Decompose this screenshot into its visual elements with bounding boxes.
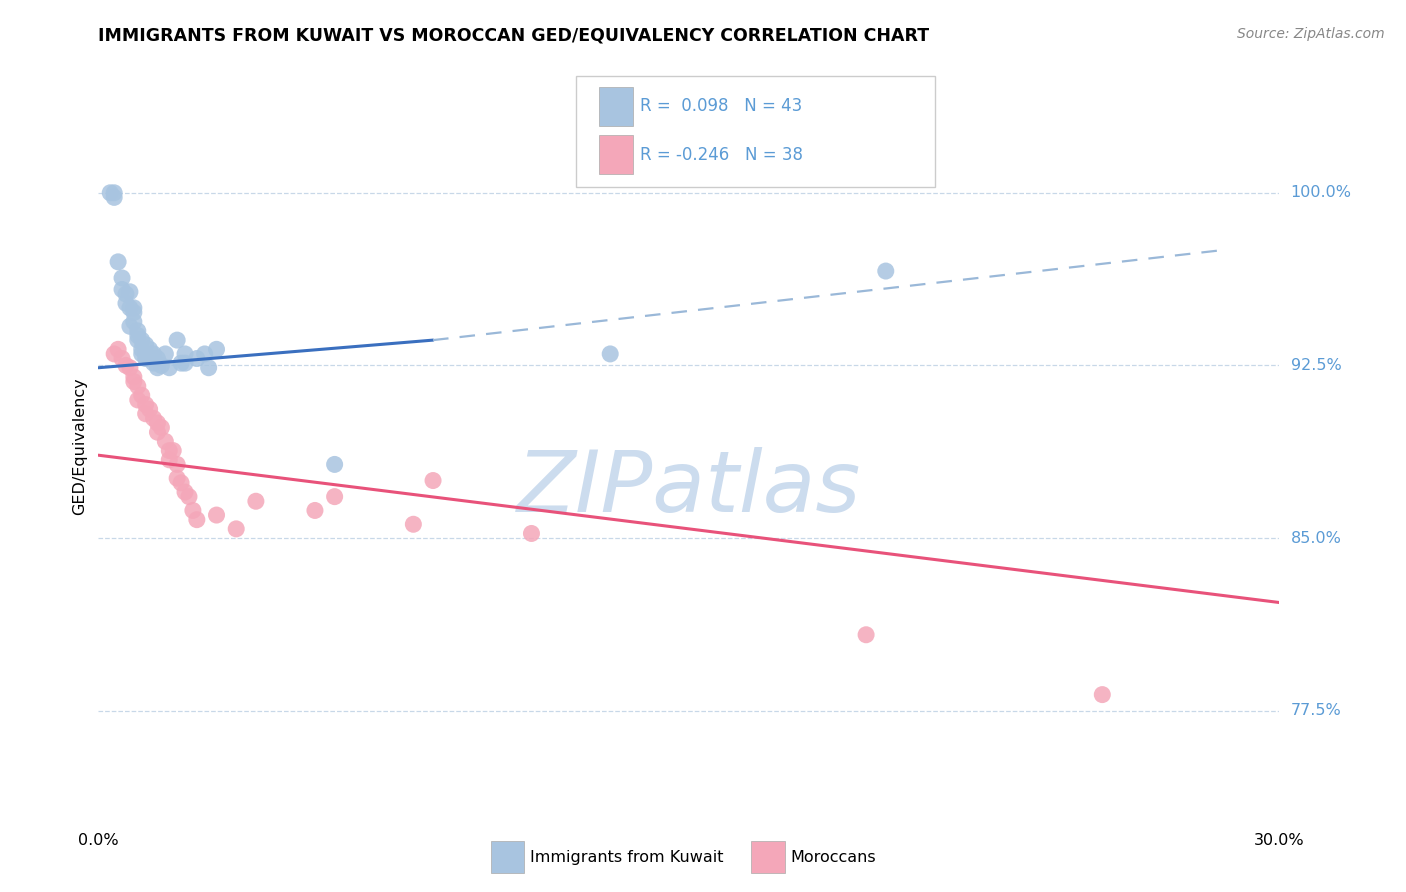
Point <box>122 301 145 315</box>
Point <box>127 392 149 407</box>
Text: R =  0.098   N = 43: R = 0.098 N = 43 <box>640 97 801 115</box>
Point <box>323 458 346 472</box>
Point <box>170 356 193 370</box>
Point <box>186 351 208 366</box>
Text: Moroccans: Moroccans <box>790 850 876 864</box>
Point <box>131 347 153 361</box>
Point <box>225 522 247 536</box>
Point <box>118 285 141 299</box>
Point <box>135 347 157 361</box>
Point <box>127 379 149 393</box>
Point <box>146 416 169 430</box>
Point <box>115 296 138 310</box>
Point <box>131 333 153 347</box>
Point <box>304 503 326 517</box>
Text: 0.0%: 0.0% <box>79 833 118 848</box>
Point <box>155 434 177 449</box>
Point <box>170 475 193 490</box>
Point <box>118 301 141 315</box>
Point <box>194 347 217 361</box>
Point <box>142 347 165 361</box>
Point <box>142 411 165 425</box>
Point <box>122 315 145 329</box>
Point <box>103 190 125 204</box>
Point <box>422 474 444 488</box>
Text: 77.5%: 77.5% <box>1291 703 1341 718</box>
Point <box>131 388 153 402</box>
Point <box>150 420 173 434</box>
Point <box>135 398 157 412</box>
Point <box>135 351 157 366</box>
Point <box>146 360 169 375</box>
Point <box>166 333 188 347</box>
Point <box>186 513 208 527</box>
Point <box>166 458 188 472</box>
Point <box>127 333 149 347</box>
Point <box>157 360 180 375</box>
Point <box>174 356 197 370</box>
Point <box>103 186 125 200</box>
Point <box>122 375 145 389</box>
Text: ZIPatlas: ZIPatlas <box>517 447 860 531</box>
Point <box>118 319 141 334</box>
Text: 100.0%: 100.0% <box>1291 186 1351 201</box>
Point <box>177 490 200 504</box>
Point <box>127 328 149 343</box>
Point <box>135 407 157 421</box>
Point <box>855 628 877 642</box>
Point <box>122 305 145 319</box>
Point <box>111 283 134 297</box>
Point <box>138 343 160 357</box>
Point <box>135 337 157 351</box>
Point <box>115 287 138 301</box>
Point <box>98 186 121 200</box>
Point <box>146 425 169 440</box>
Point <box>111 271 134 285</box>
Y-axis label: GED/Equivalency: GED/Equivalency <box>72 377 87 515</box>
Point <box>138 351 160 366</box>
Point <box>174 485 197 500</box>
Point <box>166 471 188 485</box>
Text: IMMIGRANTS FROM KUWAIT VS MOROCCAN GED/EQUIVALENCY CORRELATION CHART: IMMIGRANTS FROM KUWAIT VS MOROCCAN GED/E… <box>98 27 929 45</box>
Point <box>323 490 346 504</box>
Point <box>174 347 197 361</box>
Point <box>181 503 204 517</box>
Point <box>142 356 165 370</box>
Point <box>118 360 141 375</box>
Point <box>205 508 228 522</box>
Point <box>1091 688 1114 702</box>
Point <box>162 443 184 458</box>
Point <box>402 517 425 532</box>
Point <box>107 255 129 269</box>
Point <box>150 359 173 373</box>
Point <box>115 359 138 373</box>
Point <box>157 443 180 458</box>
Point <box>875 264 897 278</box>
Point <box>205 343 228 357</box>
Point <box>111 351 134 366</box>
Point <box>146 351 169 366</box>
Point <box>131 343 153 357</box>
Text: R = -0.246   N = 38: R = -0.246 N = 38 <box>640 145 803 163</box>
Text: Source: ZipAtlas.com: Source: ZipAtlas.com <box>1237 27 1385 41</box>
Point <box>138 402 160 417</box>
Text: Immigrants from Kuwait: Immigrants from Kuwait <box>530 850 724 864</box>
Point <box>599 347 621 361</box>
Point <box>155 347 177 361</box>
Text: 85.0%: 85.0% <box>1291 531 1341 546</box>
Point <box>127 324 149 338</box>
Point <box>245 494 267 508</box>
Point <box>520 526 543 541</box>
Point <box>107 343 129 357</box>
Point <box>103 347 125 361</box>
Point <box>157 452 180 467</box>
Text: 30.0%: 30.0% <box>1254 833 1305 848</box>
Point <box>122 370 145 384</box>
Text: 92.5%: 92.5% <box>1291 358 1341 373</box>
Point <box>197 360 219 375</box>
